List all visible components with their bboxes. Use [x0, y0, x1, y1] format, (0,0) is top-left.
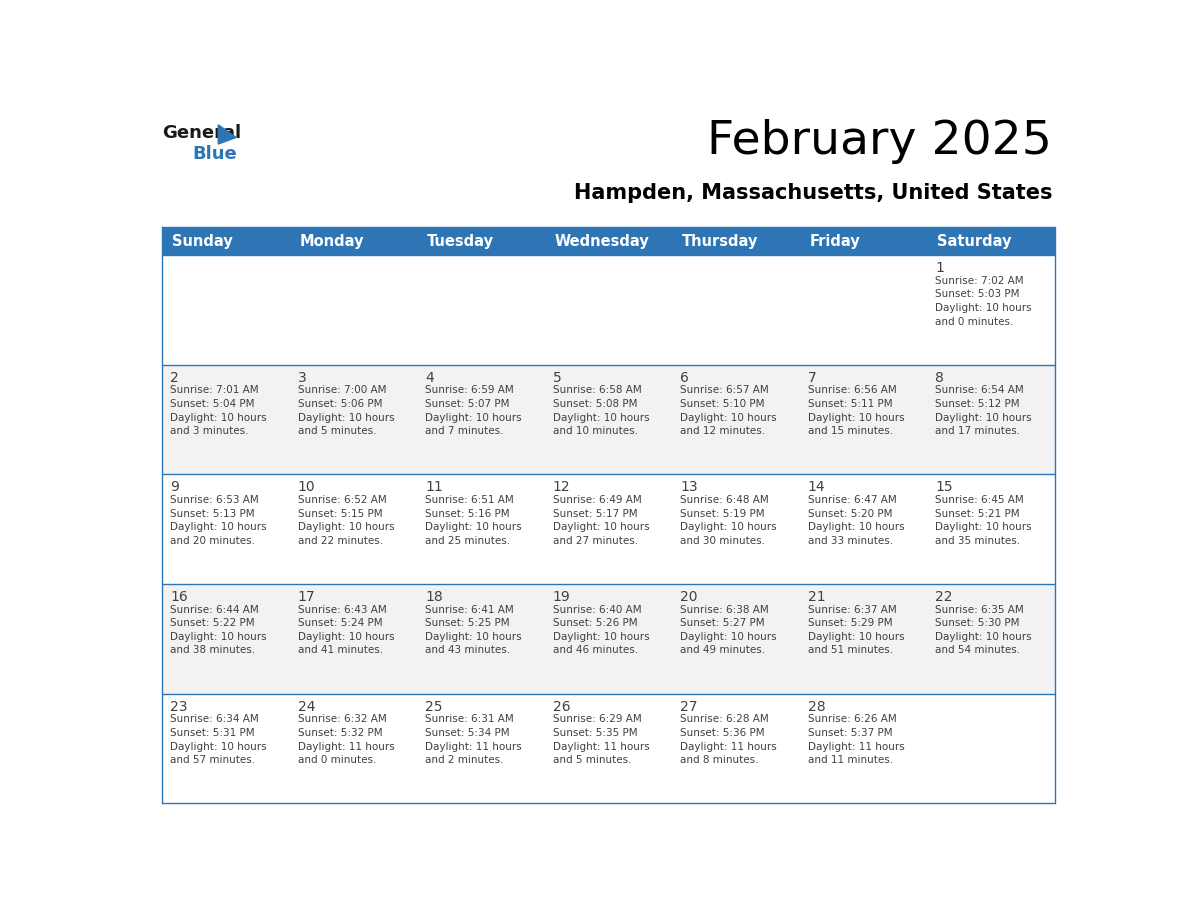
Text: Sunrise: 6:40 AM
Sunset: 5:26 PM
Daylight: 10 hours
and 46 minutes.: Sunrise: 6:40 AM Sunset: 5:26 PM Dayligh…: [552, 605, 650, 655]
Text: Sunrise: 6:45 AM
Sunset: 5:21 PM
Daylight: 10 hours
and 35 minutes.: Sunrise: 6:45 AM Sunset: 5:21 PM Dayligh…: [935, 495, 1032, 546]
Text: 28: 28: [808, 700, 826, 713]
Text: Wednesday: Wednesday: [555, 233, 649, 249]
Text: Sunrise: 6:49 AM
Sunset: 5:17 PM
Daylight: 10 hours
and 27 minutes.: Sunrise: 6:49 AM Sunset: 5:17 PM Dayligh…: [552, 495, 650, 546]
Text: 12: 12: [552, 480, 570, 495]
Text: 15: 15: [935, 480, 953, 495]
Bar: [163, 255, 1055, 364]
Text: Sunrise: 6:48 AM
Sunset: 5:19 PM
Daylight: 10 hours
and 30 minutes.: Sunrise: 6:48 AM Sunset: 5:19 PM Dayligh…: [681, 495, 777, 546]
Text: 11: 11: [425, 480, 443, 495]
Text: Sunrise: 6:47 AM
Sunset: 5:20 PM
Daylight: 10 hours
and 33 minutes.: Sunrise: 6:47 AM Sunset: 5:20 PM Dayligh…: [808, 495, 904, 546]
Text: Sunrise: 6:41 AM
Sunset: 5:25 PM
Daylight: 10 hours
and 43 minutes.: Sunrise: 6:41 AM Sunset: 5:25 PM Dayligh…: [425, 605, 522, 655]
Text: 16: 16: [170, 590, 188, 604]
Text: Sunrise: 6:52 AM
Sunset: 5:15 PM
Daylight: 10 hours
and 22 minutes.: Sunrise: 6:52 AM Sunset: 5:15 PM Dayligh…: [298, 495, 394, 546]
Text: Sunrise: 6:58 AM
Sunset: 5:08 PM
Daylight: 10 hours
and 10 minutes.: Sunrise: 6:58 AM Sunset: 5:08 PM Dayligh…: [552, 386, 650, 436]
Text: Sunrise: 7:02 AM
Sunset: 5:03 PM
Daylight: 10 hours
and 0 minutes.: Sunrise: 7:02 AM Sunset: 5:03 PM Dayligh…: [935, 275, 1032, 327]
Text: Sunrise: 6:31 AM
Sunset: 5:34 PM
Daylight: 11 hours
and 2 minutes.: Sunrise: 6:31 AM Sunset: 5:34 PM Dayligh…: [425, 714, 522, 765]
Text: February 2025: February 2025: [707, 119, 1053, 164]
Text: Sunrise: 6:53 AM
Sunset: 5:13 PM
Daylight: 10 hours
and 20 minutes.: Sunrise: 6:53 AM Sunset: 5:13 PM Dayligh…: [170, 495, 267, 546]
Text: 17: 17: [298, 590, 315, 604]
Text: Friday: Friday: [809, 233, 860, 249]
Text: 1: 1: [935, 261, 944, 275]
Text: 8: 8: [935, 371, 944, 385]
Text: Sunrise: 6:34 AM
Sunset: 5:31 PM
Daylight: 10 hours
and 57 minutes.: Sunrise: 6:34 AM Sunset: 5:31 PM Dayligh…: [170, 714, 267, 765]
Text: 26: 26: [552, 700, 570, 713]
Text: Sunrise: 6:43 AM
Sunset: 5:24 PM
Daylight: 10 hours
and 41 minutes.: Sunrise: 6:43 AM Sunset: 5:24 PM Dayligh…: [298, 605, 394, 655]
Text: Sunrise: 6:28 AM
Sunset: 5:36 PM
Daylight: 11 hours
and 8 minutes.: Sunrise: 6:28 AM Sunset: 5:36 PM Dayligh…: [681, 714, 777, 765]
Text: Sunrise: 6:37 AM
Sunset: 5:29 PM
Daylight: 10 hours
and 51 minutes.: Sunrise: 6:37 AM Sunset: 5:29 PM Dayligh…: [808, 605, 904, 655]
Text: Sunrise: 7:00 AM
Sunset: 5:06 PM
Daylight: 10 hours
and 5 minutes.: Sunrise: 7:00 AM Sunset: 5:06 PM Dayligh…: [298, 386, 394, 436]
Text: 14: 14: [808, 480, 826, 495]
Text: Sunrise: 6:38 AM
Sunset: 5:27 PM
Daylight: 10 hours
and 49 minutes.: Sunrise: 6:38 AM Sunset: 5:27 PM Dayligh…: [681, 605, 777, 655]
Text: Tuesday: Tuesday: [426, 233, 494, 249]
Bar: [163, 475, 1055, 584]
Text: 13: 13: [681, 480, 699, 495]
Text: 22: 22: [935, 590, 953, 604]
Text: 19: 19: [552, 590, 570, 604]
Text: 9: 9: [170, 480, 179, 495]
Text: Sunrise: 6:35 AM
Sunset: 5:30 PM
Daylight: 10 hours
and 54 minutes.: Sunrise: 6:35 AM Sunset: 5:30 PM Dayligh…: [935, 605, 1032, 655]
Text: Sunrise: 6:56 AM
Sunset: 5:11 PM
Daylight: 10 hours
and 15 minutes.: Sunrise: 6:56 AM Sunset: 5:11 PM Dayligh…: [808, 386, 904, 436]
Text: Blue: Blue: [192, 145, 236, 162]
Text: 6: 6: [681, 371, 689, 385]
Text: Sunday: Sunday: [172, 233, 233, 249]
Text: Sunrise: 6:29 AM
Sunset: 5:35 PM
Daylight: 11 hours
and 5 minutes.: Sunrise: 6:29 AM Sunset: 5:35 PM Dayligh…: [552, 714, 650, 765]
Text: 24: 24: [298, 700, 315, 713]
Text: Thursday: Thursday: [682, 233, 758, 249]
Text: Sunrise: 6:44 AM
Sunset: 5:22 PM
Daylight: 10 hours
and 38 minutes.: Sunrise: 6:44 AM Sunset: 5:22 PM Dayligh…: [170, 605, 267, 655]
Text: Sunrise: 6:51 AM
Sunset: 5:16 PM
Daylight: 10 hours
and 25 minutes.: Sunrise: 6:51 AM Sunset: 5:16 PM Dayligh…: [425, 495, 522, 546]
Text: Sunrise: 6:57 AM
Sunset: 5:10 PM
Daylight: 10 hours
and 12 minutes.: Sunrise: 6:57 AM Sunset: 5:10 PM Dayligh…: [681, 386, 777, 436]
Polygon shape: [219, 125, 236, 144]
Text: 3: 3: [298, 371, 307, 385]
Text: 18: 18: [425, 590, 443, 604]
Bar: [163, 693, 1055, 803]
Text: Sunrise: 7:01 AM
Sunset: 5:04 PM
Daylight: 10 hours
and 3 minutes.: Sunrise: 7:01 AM Sunset: 5:04 PM Dayligh…: [170, 386, 267, 436]
Bar: [163, 227, 1055, 255]
Text: 20: 20: [681, 590, 697, 604]
Text: 23: 23: [170, 700, 188, 713]
Text: Sunrise: 6:32 AM
Sunset: 5:32 PM
Daylight: 11 hours
and 0 minutes.: Sunrise: 6:32 AM Sunset: 5:32 PM Dayligh…: [298, 714, 394, 765]
Text: 7: 7: [808, 371, 816, 385]
Text: 4: 4: [425, 371, 434, 385]
Bar: [163, 364, 1055, 475]
Text: 27: 27: [681, 700, 697, 713]
Bar: [163, 584, 1055, 693]
Text: Sunrise: 6:54 AM
Sunset: 5:12 PM
Daylight: 10 hours
and 17 minutes.: Sunrise: 6:54 AM Sunset: 5:12 PM Dayligh…: [935, 386, 1032, 436]
Text: Saturday: Saturday: [937, 233, 1011, 249]
Text: 2: 2: [170, 371, 179, 385]
Text: Sunrise: 6:59 AM
Sunset: 5:07 PM
Daylight: 10 hours
and 7 minutes.: Sunrise: 6:59 AM Sunset: 5:07 PM Dayligh…: [425, 386, 522, 436]
Text: 21: 21: [808, 590, 826, 604]
Text: 25: 25: [425, 700, 443, 713]
Text: 5: 5: [552, 371, 562, 385]
Text: Monday: Monday: [299, 233, 364, 249]
Text: Hampden, Massachusetts, United States: Hampden, Massachusetts, United States: [574, 184, 1053, 203]
Text: 10: 10: [298, 480, 315, 495]
Text: Sunrise: 6:26 AM
Sunset: 5:37 PM
Daylight: 11 hours
and 11 minutes.: Sunrise: 6:26 AM Sunset: 5:37 PM Dayligh…: [808, 714, 905, 765]
Text: General: General: [163, 124, 241, 142]
